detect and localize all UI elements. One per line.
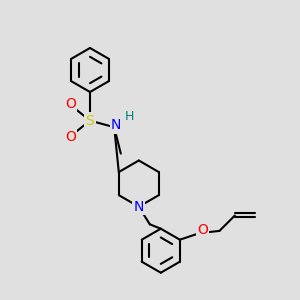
Text: O: O [197,223,208,237]
Text: H: H [125,110,134,123]
Text: O: O [65,98,76,111]
Text: N: N [111,118,122,132]
Text: N: N [134,200,144,214]
Text: S: S [85,114,94,128]
Text: O: O [65,130,76,144]
